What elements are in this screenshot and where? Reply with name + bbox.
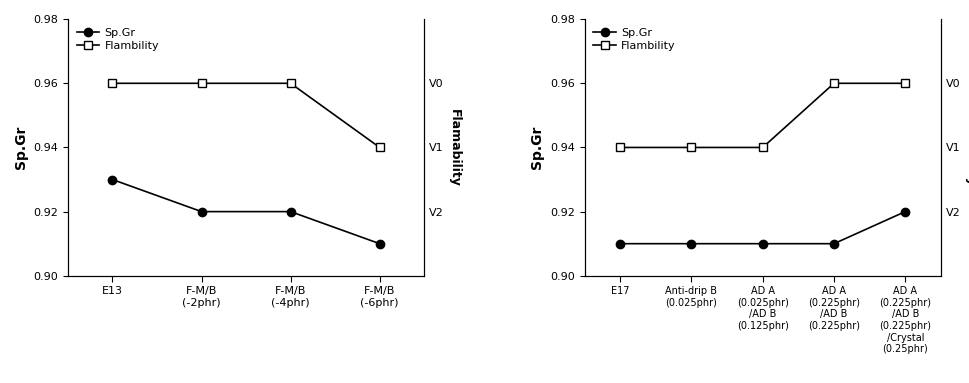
Flambility	[685, 145, 697, 150]
Flambility	[196, 81, 207, 86]
Line: Sp.Gr: Sp.Gr	[109, 175, 384, 248]
Sp.Gr	[756, 241, 767, 246]
Y-axis label: Sp.Gr: Sp.Gr	[14, 126, 28, 169]
Flambility	[756, 145, 767, 150]
Flambility	[285, 81, 297, 86]
Sp.Gr	[107, 177, 118, 182]
Sp.Gr	[898, 210, 910, 214]
Y-axis label: Flamability: Flamability	[447, 108, 460, 187]
Sp.Gr	[373, 241, 385, 246]
Line: Sp.Gr: Sp.Gr	[615, 208, 909, 248]
Flambility	[828, 81, 839, 86]
Line: Flambility: Flambility	[615, 79, 909, 152]
Flambility	[898, 81, 910, 86]
Line: Flambility: Flambility	[109, 79, 384, 152]
Legend: Sp.Gr, Flambility: Sp.Gr, Flambility	[589, 25, 678, 55]
Y-axis label: Sp.Gr: Sp.Gr	[530, 126, 544, 169]
Sp.Gr	[285, 210, 297, 214]
Flambility	[613, 145, 625, 150]
Sp.Gr	[685, 241, 697, 246]
Sp.Gr	[828, 241, 839, 246]
Flambility	[107, 81, 118, 86]
Legend: Sp.Gr, Flambility: Sp.Gr, Flambility	[74, 25, 163, 55]
Y-axis label: Flamability: Flamability	[963, 108, 969, 187]
Sp.Gr	[196, 210, 207, 214]
Sp.Gr	[613, 241, 625, 246]
Flambility	[373, 145, 385, 150]
